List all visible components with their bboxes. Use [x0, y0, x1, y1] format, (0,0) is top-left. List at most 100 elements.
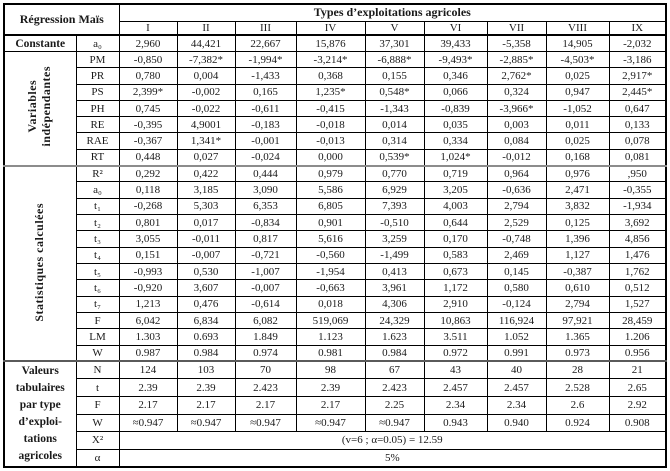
table-cell: 6,042 [118, 311, 178, 330]
table-cell: 0,004 [176, 67, 236, 85]
section-label: Constante [3, 34, 77, 52]
table-cell: 0,003 [486, 116, 547, 134]
table-cell: 0.693 [176, 328, 236, 346]
table-cell: 0,644 [423, 214, 488, 232]
table-cell: -0,839 [423, 99, 488, 118]
table-cell: -1,052 [545, 99, 610, 118]
merged-value-cell: 5% [118, 448, 667, 468]
table-row: t₁ -0,268 5,303 6,353 6,805 7,393 4,003 2,794 3,… [4, 197, 667, 216]
table-cell: -1,499 [364, 246, 425, 264]
table-cell: -7,382* [176, 50, 236, 69]
table-cell: 3,259 [364, 230, 425, 248]
table-corner-title: Régression Maïs [3, 3, 120, 36]
table-cell: 3,961 [364, 279, 425, 297]
table-row: PH 0,745 -0,022 -0,611 -0,415 -1,343 -0,839 -3,… [4, 99, 667, 118]
table-cell: 103 [176, 360, 236, 380]
table-cell: 0,947 [545, 83, 610, 101]
table-cell: -0,614 [234, 295, 297, 313]
table-cell: -1,934 [608, 197, 667, 216]
table-cell: 2.17 [295, 396, 366, 415]
table-cell: 0,580 [486, 279, 547, 297]
table-cell: 3,055 [118, 230, 178, 248]
table-cell: 1.365 [545, 328, 610, 346]
table-row: F 6,042 6,834 6,082 519,069 24,329 10,863 116,9… [4, 311, 667, 330]
table-row: t₃ 3,055 -0,011 0,817 5,616 3,259 0,170 -0,748 1… [4, 230, 667, 248]
column-header-9: IX [608, 20, 667, 36]
table-cell: 1.623 [364, 328, 425, 346]
table-cell: 2,399* [118, 83, 178, 101]
table-row: a₀ 0,118 3,185 3,090 5,586 6,929 3,205 -0,636 2,… [4, 181, 667, 199]
row-label: t₆ [75, 279, 120, 297]
section-label-line: tations [23, 433, 57, 446]
table-cell: 7,393 [364, 197, 425, 216]
row-label: PS [75, 83, 120, 101]
table-cell: 3,090 [234, 181, 297, 199]
table-cell: 0,583 [423, 246, 488, 264]
table-cell: 6,834 [176, 311, 236, 330]
row-label: t₃ [75, 230, 120, 248]
table-cell: 0,368 [295, 67, 366, 85]
section-label: Statistiques calculées [3, 164, 77, 362]
row-label: X² [75, 431, 120, 450]
table-cell: 0,647 [608, 99, 667, 118]
table-cell: 1,235* [295, 83, 366, 101]
table-cell: 22,667 [234, 34, 297, 52]
row-label: t₄ [75, 246, 120, 264]
table-cell: 0,035 [423, 116, 488, 134]
table-row: W 0.987 0.984 0.974 0.981 0.984 0.972 0.991 0.97… [4, 344, 667, 362]
table-cell: -0,748 [486, 230, 547, 248]
column-group-header: Types d’exploitations agricoles [118, 3, 667, 22]
row-label: W [75, 413, 120, 433]
row-label: N [75, 360, 120, 380]
table-cell: -3,214* [295, 50, 366, 69]
table-cell: 0,817 [234, 230, 297, 248]
table-cell: 4,856 [608, 230, 667, 248]
table-cell: 0,422 [176, 164, 236, 183]
row-label: PM [75, 50, 120, 69]
table-cell: -1,007 [234, 262, 297, 281]
table-cell: 28 [545, 360, 610, 380]
table-cell: 0.987 [118, 344, 178, 362]
table-row: α 5% [4, 448, 667, 468]
table-cell: 1,213 [118, 295, 178, 313]
table-cell: 2.423 [234, 378, 297, 397]
table-cell: -0,011 [176, 230, 236, 248]
table-cell: 0.991 [486, 344, 547, 362]
table-cell: 1,762 [608, 262, 667, 281]
table-cell: 0,413 [364, 262, 425, 281]
table-cell: 1.303 [118, 328, 178, 346]
row-label: t₂ [75, 214, 120, 232]
table-cell: 14,905 [545, 34, 610, 52]
table-cell: 4,306 [364, 295, 425, 313]
table-cell: 1.206 [608, 328, 667, 346]
table-cell: 3,185 [176, 181, 236, 199]
table-cell: 70 [234, 360, 297, 380]
table-cell: 3,832 [545, 197, 610, 216]
table-row: t₄ 0,151 -0,007 -0,721 -0,560 -1,499 0,583 2,46… [4, 246, 667, 264]
table-cell: 2.39 [118, 378, 178, 397]
table-cell: 2.528 [545, 378, 610, 397]
table-cell: 0,151 [118, 246, 178, 264]
table-cell: 2.34 [423, 396, 488, 415]
table-cell: 24,329 [364, 311, 425, 330]
table-row: Valeurs tabulaires par type d’exploi-tation… [3, 360, 667, 468]
table-cell: 1,172 [423, 279, 488, 297]
table-cell: 6,929 [364, 181, 425, 199]
table-cell: 0,476 [176, 295, 236, 313]
table-cell: 0,017 [176, 214, 236, 232]
table-cell: 0,125 [545, 214, 610, 232]
table-cell: 1.052 [486, 328, 547, 346]
table-cell: 0,964 [486, 164, 547, 183]
table-cell: 2,910 [423, 295, 488, 313]
table-cell: -0,721 [234, 246, 297, 264]
table-cell: 37,301 [364, 34, 425, 52]
row-label: W [75, 344, 120, 362]
table-row: RT 0,448 0,027 -0,024 0,000 0,539* 1,024* -0,01… [4, 148, 667, 167]
table-cell: 0,145 [486, 262, 547, 281]
table-row: t₂ 0,801 0,017 -0,834 0,901 -0,510 0,644 2,529 0… [4, 214, 667, 232]
table-cell: -0,993 [118, 262, 178, 281]
column-header-6: VI [423, 20, 488, 36]
table-cell: 0,976 [545, 164, 610, 183]
table-cell: 0,027 [176, 148, 236, 167]
table-cell: 0,165 [234, 83, 297, 101]
